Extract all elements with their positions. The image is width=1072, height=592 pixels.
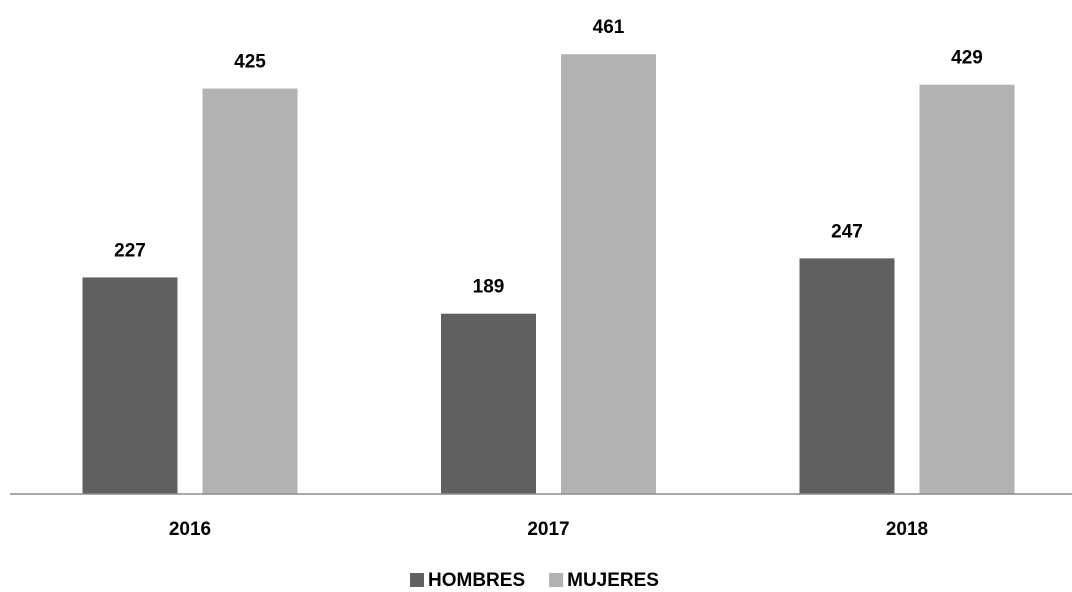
bar (561, 54, 656, 495)
bar (82, 277, 178, 494)
data-label: 247 (831, 221, 863, 242)
x-tick-label: 2018 (886, 519, 928, 540)
bar (202, 88, 298, 495)
data-label: 429 (951, 48, 983, 69)
data-label: 189 (473, 277, 505, 298)
legend-label: MUJERES (567, 570, 659, 591)
bar (919, 84, 1015, 494)
legend-swatch (549, 573, 564, 587)
bar (441, 313, 536, 494)
legend-label: HOMBRES (428, 570, 525, 591)
legend-swatch (410, 573, 424, 587)
x-tick-label: 2017 (527, 519, 569, 540)
data-label: 425 (234, 52, 266, 73)
data-label: 461 (593, 17, 625, 38)
x-tick-label: 2016 (169, 519, 211, 540)
bar (799, 258, 895, 494)
data-label: 227 (114, 240, 146, 261)
